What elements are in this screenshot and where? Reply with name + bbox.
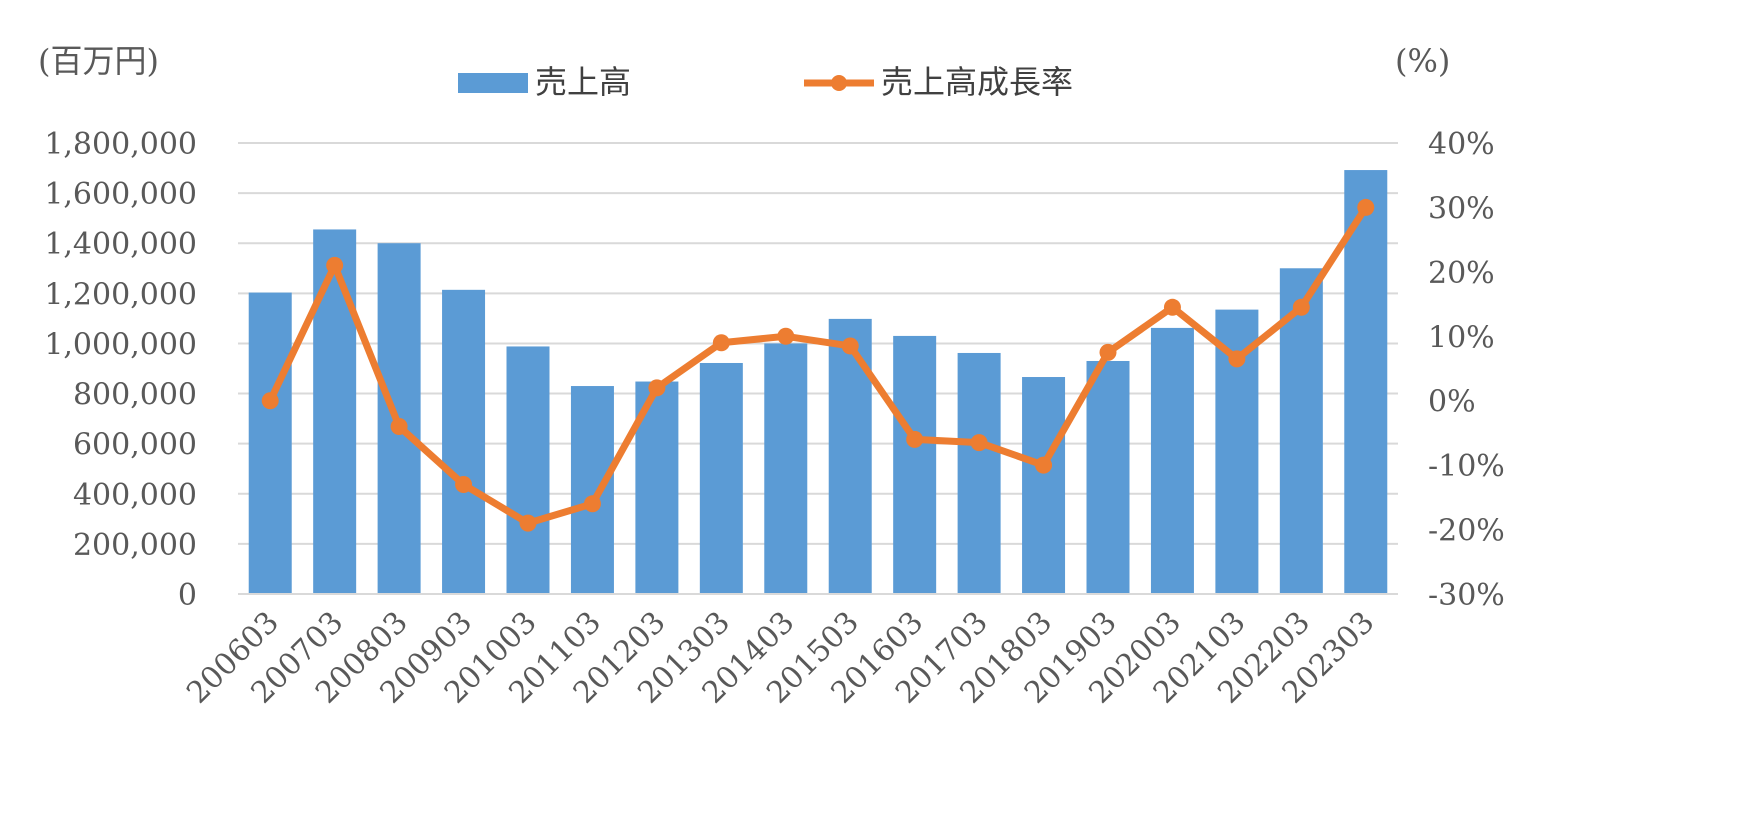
left-tick-label: 1,200,000	[44, 277, 197, 312]
right-tick-label: -10%	[1428, 449, 1505, 484]
growth-line	[266, 203, 1370, 527]
right-tick-label: -30%	[1428, 578, 1505, 613]
legend-swatch-sales	[458, 73, 528, 93]
left-tick-label: 400,000	[73, 478, 197, 513]
growth-point-201803	[1035, 456, 1053, 474]
bar-201503	[828, 318, 872, 594]
growth-point-201203	[648, 379, 666, 397]
growth-point-201303	[712, 334, 730, 352]
left-tick-label: 1,800,000	[44, 127, 197, 162]
right-tick-label: 20%	[1428, 256, 1495, 291]
growth-point-200703	[326, 256, 344, 274]
legend: 売上高 売上高成長率	[458, 63, 1073, 101]
right-axis-ticks: -30% -20% -10% 0% 10% 20% 30% 40%	[1428, 127, 1505, 613]
right-tick-label: 40%	[1428, 127, 1495, 162]
bar-200703	[313, 229, 357, 595]
growth-point-202303	[1357, 198, 1375, 216]
left-tick-label: 200,000	[73, 528, 197, 563]
bar-201103	[570, 386, 614, 594]
bar-201403	[764, 343, 808, 594]
right-tick-label: 0%	[1428, 385, 1476, 420]
bar-201303	[699, 362, 743, 594]
growth-point-200803	[390, 417, 408, 435]
bar-201603	[893, 335, 937, 594]
legend-label-sales: 売上高	[535, 63, 631, 101]
bar-200903	[442, 289, 486, 594]
growth-point-202203	[1292, 298, 1310, 316]
right-tick-label: 10%	[1428, 320, 1495, 355]
left-tick-label: 1,400,000	[44, 227, 197, 262]
growth-point-201503	[841, 337, 859, 355]
growth-point-201603	[906, 430, 924, 448]
left-tick-label: 1,000,000	[44, 327, 197, 362]
legend-label-growth: 売上高成長率	[881, 63, 1073, 101]
growth-point-202103	[1228, 350, 1246, 368]
growth-point-200603	[261, 392, 279, 410]
left-tick-label: 600,000	[73, 428, 197, 463]
left-tick-label: 0	[178, 578, 197, 613]
bar-201003	[506, 346, 550, 594]
bar-201803	[1022, 377, 1066, 594]
right-tick-label: 30%	[1428, 191, 1495, 226]
legend-swatch-growth-marker	[831, 75, 847, 91]
growth-point-201103	[583, 495, 601, 513]
bar-200603	[248, 292, 292, 594]
right-axis-unit: (%)	[1395, 42, 1450, 80]
bar-201703	[957, 352, 1001, 594]
growth-point-200903	[455, 475, 473, 493]
left-tick-label: 1,600,000	[44, 177, 197, 212]
growth-point-201903	[1099, 343, 1117, 361]
right-tick-label: -20%	[1428, 514, 1505, 549]
growth-point-201403	[777, 327, 795, 345]
left-tick-label: 800,000	[73, 378, 197, 413]
bar-202303	[1344, 170, 1388, 594]
growth-point-202003	[1163, 298, 1181, 316]
bar-202003	[1150, 327, 1194, 594]
left-axis-ticks: 0 200,000 400,000 600,000 800,000 1,000,000 1,…	[44, 127, 197, 613]
growth-point-201703	[970, 434, 988, 452]
bar-series	[248, 170, 1388, 595]
growth-line-series	[261, 198, 1375, 532]
left-axis-unit: (百万円)	[38, 42, 159, 80]
bar-201903	[1086, 360, 1130, 594]
x-axis-ticks: 2006032007032008032009032010032011032012…	[180, 605, 1381, 711]
growth-point-201003	[519, 514, 537, 532]
